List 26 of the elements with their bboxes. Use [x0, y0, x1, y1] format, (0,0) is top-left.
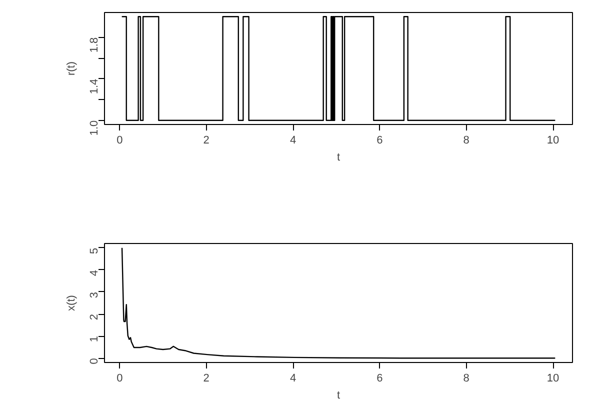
x-tick-label: 10 [546, 372, 560, 384]
y-tick-label: 0 [88, 358, 100, 364]
y-axis-title: r(t) [66, 61, 78, 76]
x-tick-label: 2 [203, 372, 210, 384]
line-series [121, 247, 556, 359]
y-tick-label: 5 [88, 248, 100, 254]
x-tick-label: 6 [376, 134, 383, 146]
x-tick-label: 2 [203, 134, 210, 146]
y-axis-title: x(t) [66, 295, 78, 311]
x-tick-label: 4 [290, 372, 296, 384]
x-tick-label: 10 [546, 134, 560, 146]
y-tick-label: 1.0 [88, 120, 100, 136]
y-tick-label: 2 [88, 314, 100, 320]
y-tick-label: 4 [88, 270, 100, 276]
y-tick-label: 1.4 [88, 78, 100, 94]
x-tick-label: 6 [376, 372, 383, 384]
y-tick-label: 3 [88, 292, 100, 298]
y-tick-label: 1 [88, 336, 100, 342]
x-tick-label: 4 [290, 134, 296, 146]
x-tick-label: 0 [116, 134, 123, 146]
x-tick-label: 8 [463, 134, 470, 146]
y-tick-label: 1.8 [88, 37, 100, 53]
x-tick-label: 0 [116, 372, 123, 384]
x-axis-title: t [336, 152, 340, 164]
x-axis-title: t [336, 390, 340, 402]
x-tick-label: 8 [463, 372, 470, 384]
